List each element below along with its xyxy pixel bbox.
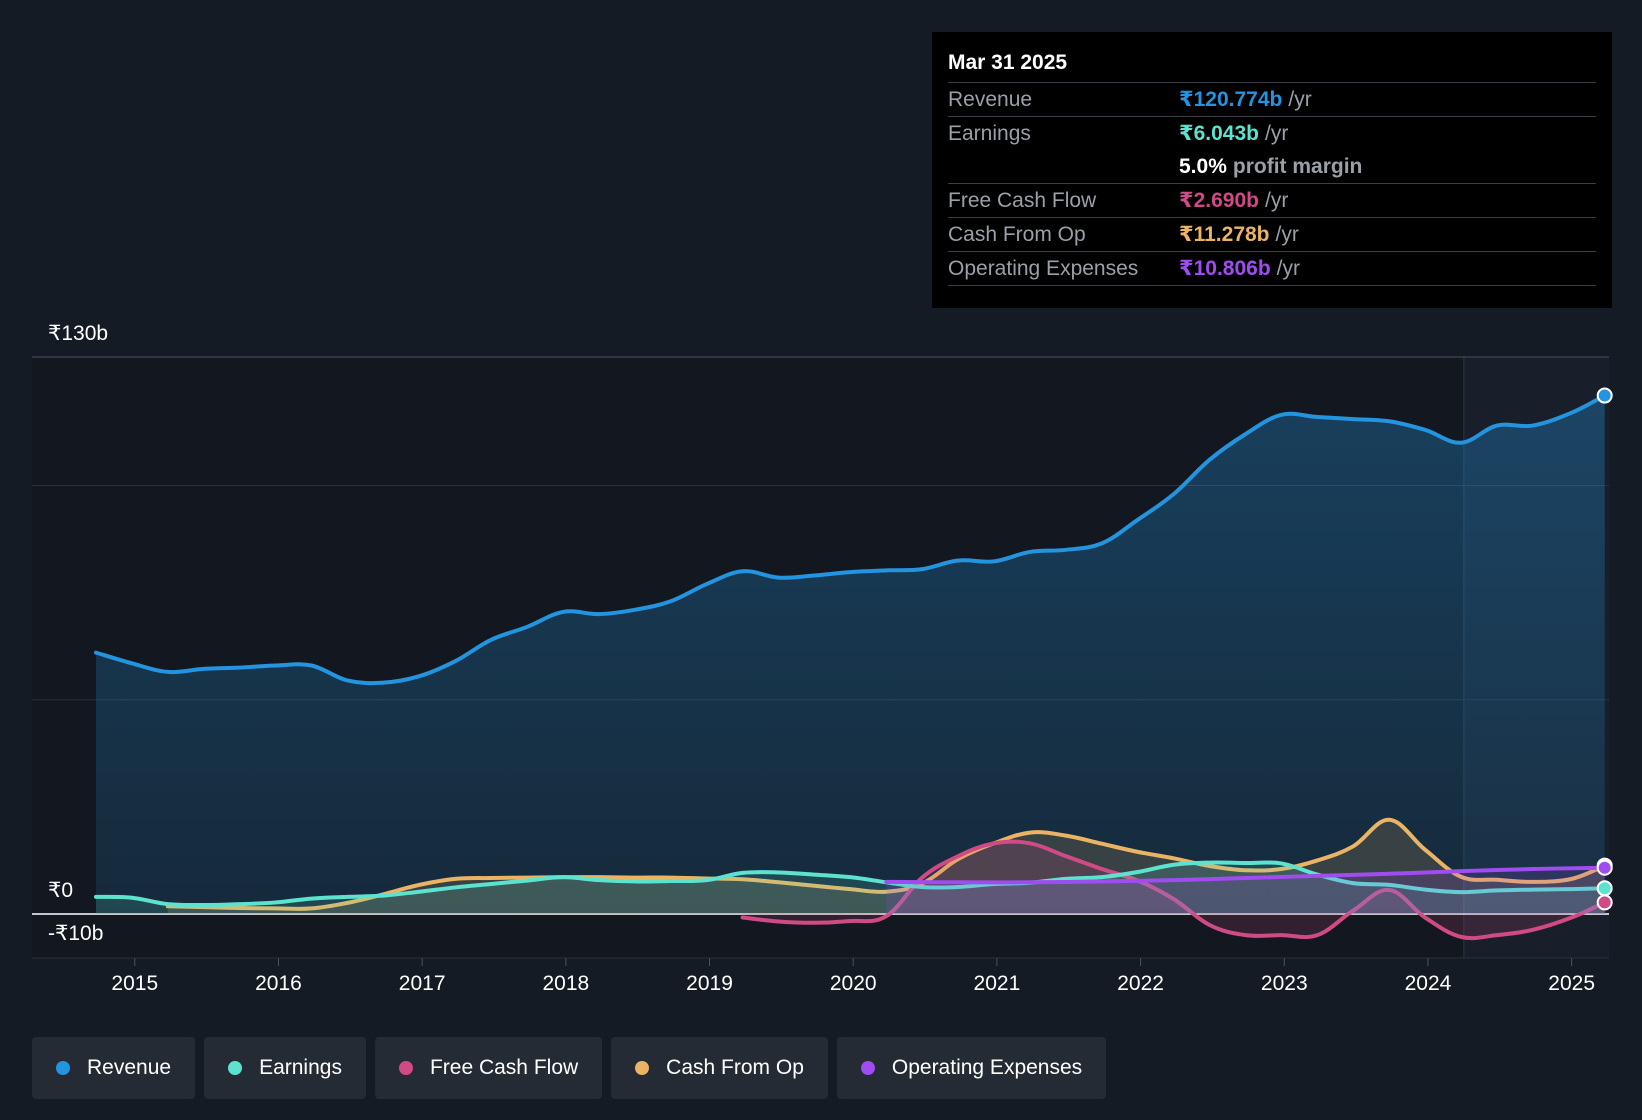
revenue-end-point bbox=[1596, 387, 1613, 404]
tooltip-unit: /yr bbox=[1265, 188, 1289, 212]
x-tick-label: 2021 bbox=[974, 972, 1021, 995]
legend-label: Earnings bbox=[259, 1056, 342, 1079]
x-tick-label: 2024 bbox=[1405, 972, 1452, 995]
legend-label: Operating Expenses bbox=[891, 1056, 1083, 1079]
earnings-line bbox=[94, 860, 1607, 908]
tooltip-value: ₹11.278b bbox=[1179, 223, 1270, 246]
operating-expenses-end-point bbox=[1596, 859, 1613, 876]
revenue-area bbox=[96, 395, 1605, 914]
tooltip-value: ₹2.690b bbox=[1179, 189, 1259, 212]
tooltip-label: Free Cash Flow bbox=[948, 188, 1097, 212]
tooltip-row-operating-expenses: Operating Expenses ₹10.806b /yr bbox=[948, 252, 1596, 286]
tooltip-row-profit-margin: 5.0% profit margin bbox=[948, 150, 1596, 184]
legend-label: Cash From Op bbox=[666, 1056, 804, 1079]
cash-from-op-area bbox=[167, 819, 1605, 914]
cash-from-op-line bbox=[165, 817, 1607, 911]
tooltip-unit: /yr bbox=[1288, 87, 1312, 111]
legend-item-revenue[interactable]: Revenue bbox=[32, 1037, 196, 1099]
legend-item-free-cash-flow[interactable]: Free Cash Flow bbox=[374, 1037, 603, 1099]
legend-item-operating-expenses[interactable]: Operating Expenses bbox=[836, 1037, 1107, 1099]
legend-item-earnings[interactable]: Earnings bbox=[204, 1037, 366, 1099]
operating-expenses-line bbox=[884, 865, 1607, 885]
x-tick-label: 2018 bbox=[542, 972, 589, 995]
tooltip-row-revenue: Revenue ₹120.774b /yr bbox=[948, 83, 1596, 117]
free-cash-flow-line bbox=[740, 839, 1607, 941]
y-top-label: ₹130b bbox=[48, 322, 108, 345]
endpoint-markers bbox=[1596, 387, 1613, 911]
series-layer bbox=[94, 393, 1607, 941]
tooltip-value: ₹10.806b bbox=[1179, 257, 1271, 280]
y-zero-label: ₹0 bbox=[48, 879, 73, 902]
revenue-line bbox=[94, 393, 1607, 686]
tooltip-label: Earnings bbox=[948, 121, 1031, 145]
x-tick-label: 2019 bbox=[686, 972, 733, 995]
tooltip-row-earnings: Earnings ₹6.043b /yr bbox=[948, 117, 1596, 150]
legend-item-cash-from-op[interactable]: Cash From Op bbox=[611, 1037, 828, 1099]
tooltip-unit: profit margin bbox=[1232, 154, 1363, 178]
tooltip-unit: /yr bbox=[1276, 256, 1300, 280]
tooltip-panel: Mar 31 2025 Revenue ₹120.774b /yr Earnin… bbox=[932, 32, 1612, 308]
legend-dot-icon bbox=[398, 1061, 413, 1075]
legend-label: Revenue bbox=[87, 1056, 172, 1079]
earnings-end-point bbox=[1596, 880, 1613, 897]
tooltip-unit: /yr bbox=[1265, 121, 1289, 145]
legend-dot-icon bbox=[860, 1061, 875, 1075]
free-cash-flow-end-point bbox=[1596, 894, 1613, 911]
x-tick-label: 2015 bbox=[111, 972, 158, 995]
tooltip-label: Revenue bbox=[948, 87, 1033, 111]
x-tick-label: 2025 bbox=[1548, 972, 1595, 995]
tooltip-value: 5.0% bbox=[1179, 154, 1227, 178]
x-tick-label: 2020 bbox=[830, 972, 877, 995]
earnings-area bbox=[96, 862, 1605, 914]
x-tick-label: 2016 bbox=[255, 972, 302, 995]
legend-dot-icon bbox=[56, 1061, 70, 1075]
legend: Revenue Earnings Free Cash Flow Cash Fro… bbox=[32, 1037, 1107, 1099]
operating-expenses-area bbox=[886, 867, 1605, 914]
x-axis: 2015 2016 2017 2018 2019 2020 2021 2022 2023 2024… bbox=[111, 958, 1595, 995]
tooltip-row-free-cash-flow: Free Cash Flow ₹2.690b /yr bbox=[948, 184, 1596, 218]
y-bottom-label: -₹10b bbox=[48, 922, 103, 945]
x-tick-label: 2017 bbox=[399, 972, 446, 995]
free-cash-flow-area bbox=[742, 841, 1605, 939]
x-tick-label: 2022 bbox=[1117, 972, 1164, 995]
x-tick-label: 2023 bbox=[1261, 972, 1308, 995]
tooltip-value: ₹6.043b bbox=[1179, 122, 1259, 145]
legend-dot-icon bbox=[635, 1061, 650, 1075]
tooltip-unit: /yr bbox=[1275, 222, 1299, 246]
tooltip-value: ₹120.774b bbox=[1179, 88, 1283, 111]
tooltip-label: Cash From Op bbox=[948, 222, 1086, 246]
tooltip-label: Operating Expenses bbox=[948, 256, 1139, 280]
legend-label: Free Cash Flow bbox=[429, 1056, 579, 1079]
tooltip-row-cash-from-op: Cash From Op ₹11.278b /yr bbox=[948, 218, 1596, 252]
legend-dot-icon bbox=[228, 1061, 243, 1075]
tooltip-date: Mar 31 2025 bbox=[948, 46, 1596, 83]
